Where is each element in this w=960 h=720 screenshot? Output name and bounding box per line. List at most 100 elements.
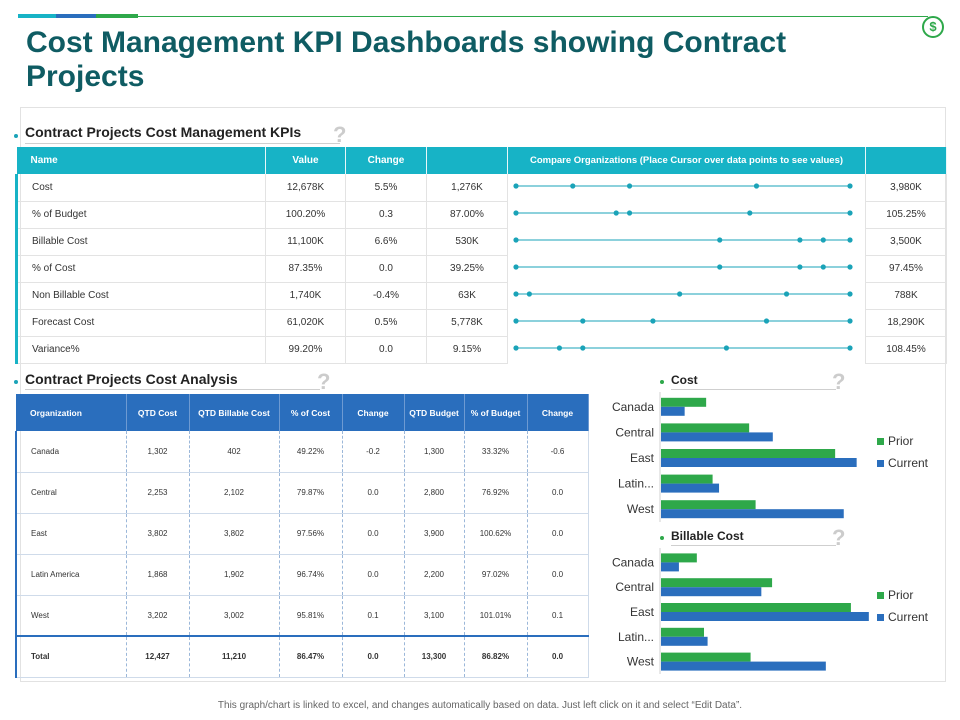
sparkline-point[interactable] bbox=[613, 210, 619, 216]
bar-prior[interactable] bbox=[661, 500, 756, 510]
sparkline-point[interactable] bbox=[820, 264, 826, 270]
bar-prior[interactable] bbox=[661, 553, 697, 563]
value-cell: 49.22% bbox=[279, 431, 343, 473]
bar-prior[interactable] bbox=[661, 397, 707, 407]
bar-prior[interactable] bbox=[661, 449, 836, 458]
bar-prior[interactable] bbox=[661, 603, 851, 612]
col-header-qtd-billable: QTD Billable Cost bbox=[189, 394, 280, 431]
sparkline-point[interactable] bbox=[847, 264, 853, 270]
sparkline-point[interactable] bbox=[847, 210, 853, 216]
value-cell: 402 bbox=[189, 431, 280, 473]
sparkline-point[interactable] bbox=[763, 318, 770, 324]
sparkline-point[interactable] bbox=[570, 183, 576, 189]
kpi-sparkline-cell bbox=[507, 201, 866, 228]
sparkline-point[interactable] bbox=[580, 318, 586, 324]
kpi-extra-cell: 5,778K bbox=[426, 309, 508, 337]
value-cell: 100.62% bbox=[464, 513, 528, 555]
sparkline-point[interactable] bbox=[847, 237, 853, 243]
bar-prior[interactable] bbox=[661, 652, 751, 662]
bar-current[interactable] bbox=[661, 509, 844, 519]
bar-current[interactable] bbox=[661, 406, 685, 416]
bar-current[interactable] bbox=[661, 458, 857, 467]
category-label: Canada bbox=[612, 555, 654, 569]
sparkline-point[interactable] bbox=[847, 318, 853, 324]
help-icon[interactable]: ? bbox=[317, 369, 331, 394]
col-header-qtd-budget: QTD Budget bbox=[404, 394, 465, 431]
legend-swatch bbox=[877, 460, 884, 467]
sparkline-point[interactable] bbox=[847, 291, 853, 297]
legend-label: Prior bbox=[888, 434, 913, 448]
billable-chart-rule bbox=[671, 545, 836, 546]
sparkline-point[interactable] bbox=[723, 345, 730, 351]
table-row: West 3,202 3,002 95.81% 0.1 3,100 101.01% 0.1 bbox=[15, 595, 589, 637]
category-label: West bbox=[627, 655, 655, 669]
bar-prior[interactable] bbox=[661, 423, 750, 433]
sparkline-point[interactable] bbox=[513, 318, 519, 324]
sparkline-point[interactable] bbox=[513, 345, 519, 351]
sparkline-point[interactable] bbox=[513, 210, 519, 216]
analysis-table: Organization QTD Cost QTD Billable Cost … bbox=[15, 394, 589, 678]
value-cell: 33.32% bbox=[464, 431, 528, 473]
value-cell: 79.87% bbox=[279, 472, 343, 514]
organization-cell: Total bbox=[15, 635, 127, 678]
category-label: Central bbox=[615, 580, 654, 594]
sparkline-point[interactable] bbox=[677, 291, 683, 297]
sparkline-point[interactable] bbox=[717, 237, 723, 243]
organization-cell: Canada bbox=[15, 431, 127, 473]
sparkline-point[interactable] bbox=[580, 345, 586, 351]
sparkline-point[interactable] bbox=[717, 264, 723, 270]
bar-prior[interactable] bbox=[661, 578, 773, 588]
sparkline-point[interactable] bbox=[513, 291, 519, 297]
organization-cell: Central bbox=[15, 472, 127, 514]
kpi-header-row: Name Value Change Compare Organizations … bbox=[16, 147, 947, 174]
sparkline-point[interactable] bbox=[556, 345, 563, 351]
kpi-change-cell: 0.3 bbox=[345, 201, 427, 229]
bar-current[interactable] bbox=[661, 636, 708, 646]
help-icon[interactable]: ? bbox=[832, 525, 846, 550]
footer-note: This graph/chart is linked to excel, and… bbox=[217, 700, 743, 711]
sparkline-point[interactable] bbox=[626, 210, 633, 216]
bar-current[interactable] bbox=[661, 483, 720, 493]
sparkline-point[interactable] bbox=[847, 345, 853, 351]
sparkline-point[interactable] bbox=[650, 318, 656, 324]
sparkline-point[interactable] bbox=[753, 183, 760, 189]
bar-current[interactable] bbox=[661, 562, 679, 572]
bar-prior[interactable] bbox=[661, 627, 704, 637]
sparkline bbox=[513, 291, 853, 297]
sparkline-point[interactable] bbox=[513, 264, 519, 270]
kpi-right-cell: 788K bbox=[865, 282, 947, 310]
sparkline-point[interactable] bbox=[783, 291, 790, 297]
bar-prior[interactable] bbox=[661, 474, 713, 484]
category-label: Canada bbox=[612, 400, 654, 414]
value-cell: 96.74% bbox=[279, 554, 343, 596]
sparkline bbox=[513, 210, 853, 216]
col-header-right bbox=[865, 147, 947, 174]
value-cell: 1,300 bbox=[404, 431, 465, 473]
value-cell: 97.02% bbox=[464, 554, 528, 596]
sparkline-point[interactable] bbox=[797, 237, 803, 243]
bar-current[interactable] bbox=[661, 432, 773, 442]
help-icon[interactable]: ? bbox=[832, 369, 846, 394]
kpi-change-cell: 0.0 bbox=[345, 255, 427, 283]
legend-swatch bbox=[877, 438, 884, 445]
help-icon[interactable]: ? bbox=[333, 122, 347, 147]
bar-current[interactable] bbox=[661, 587, 762, 597]
sparkline-point[interactable] bbox=[820, 237, 826, 243]
value-cell: 2,200 bbox=[404, 554, 465, 596]
sparkline-point[interactable] bbox=[747, 210, 753, 216]
sparkline-point[interactable] bbox=[526, 291, 532, 297]
table-row: Canada 1,302 402 49.22% -0.2 1,300 33.32% -0.6 bbox=[15, 431, 589, 473]
sparkline-point[interactable] bbox=[797, 264, 803, 270]
sparkline-point[interactable] bbox=[626, 183, 633, 189]
kpi-sparkline-cell bbox=[507, 228, 866, 255]
sparkline-point[interactable] bbox=[847, 183, 853, 189]
kpi-name-cell: Forecast Cost bbox=[15, 309, 266, 337]
sparkline-point[interactable] bbox=[513, 183, 519, 189]
value-cell: 76.92% bbox=[464, 472, 528, 514]
cost-chart-title: Cost bbox=[671, 373, 698, 387]
bar-current[interactable] bbox=[661, 612, 869, 621]
col-header-pct-cost: % of Cost bbox=[279, 394, 343, 431]
sparkline-point[interactable] bbox=[513, 237, 519, 243]
kpi-sparkline-cell bbox=[507, 282, 866, 309]
bar-current[interactable] bbox=[661, 661, 826, 671]
